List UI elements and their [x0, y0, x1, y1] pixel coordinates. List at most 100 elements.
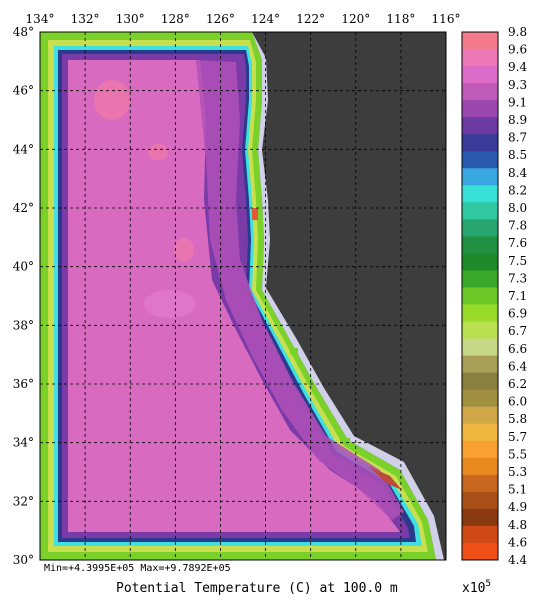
longitude-label: 134° — [26, 12, 55, 26]
colorbar-tick-label: 6.4 — [508, 359, 527, 373]
colorbar-tick-label: 5.1 — [508, 483, 527, 497]
colorbar-labels: 9.8 9.6 9.4 9.3 9.1 8.9 8.7 8.5 8.4 8.2 8.0 7.8 7.6 7… — [508, 25, 527, 567]
colorbar-tick-label: 7.6 — [508, 236, 527, 250]
colorbar-swatch — [462, 423, 498, 442]
longitude-labels: 134° 132° 130° 128° 126° 124° 122° 120° 118° 116° — [26, 12, 461, 26]
longitude-label: 132° — [71, 12, 100, 26]
colorbar-swatch — [462, 372, 498, 391]
min-max-stats: Min=+4.3995E+05 Max=+9.7892E+05 — [44, 563, 231, 574]
colorbar-tick-label: 8.9 — [508, 113, 527, 127]
colorbar-tick-label: 5.3 — [508, 465, 527, 479]
colorbar-tick-label: 5.7 — [508, 430, 527, 444]
colorbar-tick-label: 5.5 — [508, 447, 527, 461]
colorbar-swatch — [462, 185, 498, 203]
latitude-label: 36° — [13, 377, 34, 391]
colorbar-tick-label: 6.7 — [508, 324, 527, 338]
colorbar-swatch — [462, 474, 498, 493]
colorbar-tick-label: 8.2 — [508, 183, 527, 197]
colorbar-swatch — [462, 168, 498, 186]
colorbar-swatch — [462, 389, 498, 408]
longitude-label: 116° — [432, 12, 461, 26]
coast-spot — [340, 438, 350, 444]
longitude-label: 124° — [251, 12, 280, 26]
colorbar-swatch — [462, 491, 498, 510]
colorbar-tick-label: 9.8 — [508, 25, 527, 39]
colorbar-swatch — [462, 49, 498, 67]
light-patch — [144, 290, 196, 318]
colorbar-tick-label: 9.4 — [508, 60, 527, 74]
colorbar-tick-label: 8.0 — [508, 201, 527, 215]
colorbar-swatch — [462, 457, 498, 476]
coast-spot — [252, 208, 258, 220]
warm-patch-mid — [148, 144, 168, 160]
colorbar-swatch — [462, 525, 498, 544]
colorbar-tick-label: 6.9 — [508, 307, 527, 321]
colorbar-tick-label: 6.6 — [508, 342, 527, 356]
colorbar-tick-label: 4.6 — [508, 535, 527, 549]
colorbar-swatch — [462, 321, 498, 340]
warm-patch-north — [94, 80, 130, 120]
ocean-interior — [68, 60, 400, 532]
colorbar-swatch — [462, 236, 498, 254]
colorbar-tick-label: 9.6 — [508, 43, 527, 57]
colorbar-swatch — [462, 253, 498, 271]
latitude-label: 32° — [13, 494, 34, 508]
map-frame — [39, 31, 447, 561]
bight-feature — [368, 466, 402, 490]
longitude-label: 130° — [116, 12, 145, 26]
ocean-purple-tongue — [196, 60, 404, 520]
colorbar-swatch — [462, 304, 498, 323]
colorbar-swatch — [462, 287, 498, 306]
colorbar-swatch — [462, 270, 498, 288]
colorbar-swatch — [462, 542, 498, 561]
colorbar-tick-label: 7.5 — [508, 254, 527, 268]
colorbar-swatch — [462, 406, 498, 425]
latitude-label: 42° — [13, 201, 34, 215]
warm-patch-south — [174, 238, 194, 262]
colorbar-tick-label: 4.9 — [508, 500, 527, 514]
latitude-label: 34° — [13, 436, 34, 450]
latitude-label: 30° — [13, 553, 34, 567]
colorbar-swatch — [462, 66, 498, 84]
scale-exponent: 5 — [485, 579, 490, 589]
colorbar-tick-label: 6.0 — [508, 395, 527, 409]
coastline-strip — [252, 32, 444, 560]
colorbar-swatch — [462, 151, 498, 169]
colorbar-tick-label: 6.2 — [508, 377, 527, 391]
colorbar-tick-label: 7.8 — [508, 219, 527, 233]
map-plot-area — [40, 32, 446, 560]
colorbar — [461, 31, 499, 561]
graticule — [40, 32, 446, 560]
colorbar-tick-label: 9.3 — [508, 78, 527, 92]
colorbar-swatch — [462, 83, 498, 101]
colorbar-swatch — [462, 338, 498, 357]
colorbar-tick-label: 5.8 — [508, 412, 527, 426]
colorbar-swatch — [462, 508, 498, 527]
map-caption: Potential Temperature (C) at 100.0 m — [116, 581, 398, 596]
colorbar-swatch — [462, 440, 498, 459]
longitude-label: 118° — [386, 12, 415, 26]
colorbar-swatch — [462, 100, 498, 118]
latitude-label: 38° — [13, 318, 34, 332]
latitude-label: 44° — [13, 142, 34, 156]
colorbar-tick-label: 4.4 — [508, 553, 527, 567]
colorbar-tick-label: 8.7 — [508, 131, 527, 145]
colorbar-swatch — [462, 134, 498, 152]
colorbar-tick-label: 9.1 — [508, 95, 527, 109]
colorbar-swatch — [462, 32, 498, 50]
latitude-labels: 48° 46° 44° 42° 40° 38° 36° 34° 32° 30° — [13, 25, 34, 567]
colorbar-swatch — [462, 117, 498, 135]
scale-note: x105 — [462, 579, 491, 596]
colorbar-swatch — [462, 202, 498, 220]
colorbar-swatch — [462, 355, 498, 374]
colorbar-swatch — [462, 219, 498, 237]
colorbar-tick-label: 4.8 — [508, 518, 527, 532]
latitude-label: 48° — [13, 25, 34, 39]
colorbar-tick-label: 8.5 — [508, 148, 527, 162]
longitude-label: 122° — [296, 12, 325, 26]
longitude-label: 120° — [341, 12, 370, 26]
colorbar-frame — [461, 31, 499, 561]
longitude-label: 126° — [206, 12, 235, 26]
